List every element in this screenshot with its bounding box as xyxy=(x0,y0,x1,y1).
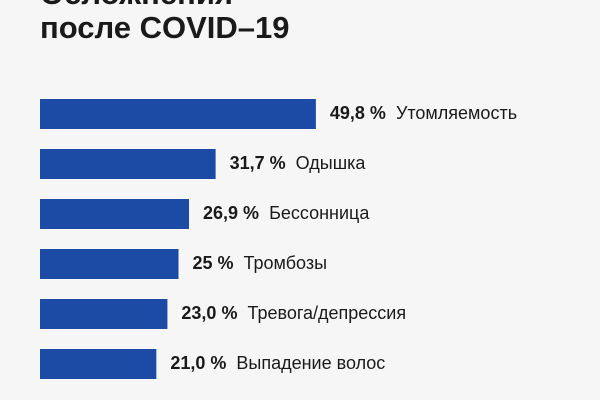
category-label: Утомляемость xyxy=(396,103,517,123)
bar xyxy=(40,199,190,229)
value-label: 21,0 % xyxy=(170,353,226,373)
value-label: 26,9 % xyxy=(203,203,259,223)
value-label: 23,0 % xyxy=(181,303,237,323)
category-label: Выпадение волос xyxy=(236,353,385,373)
value-label: 49,8 % xyxy=(330,103,386,123)
bar xyxy=(40,249,179,279)
value-label: 31,7 % xyxy=(230,153,286,173)
value-label: 25 % xyxy=(193,253,234,273)
chart-title: Осложнения xyxy=(40,0,233,11)
category-label: Одышка xyxy=(296,153,367,173)
bar xyxy=(40,99,316,129)
category-label: Тромбозы xyxy=(244,253,328,273)
category-label: Бессонница xyxy=(269,203,370,223)
category-label: Тревога/депрессия xyxy=(247,303,406,323)
chart-title: после COVID–19 xyxy=(40,10,290,45)
bar xyxy=(40,149,216,179)
bar xyxy=(40,349,157,379)
bar xyxy=(40,299,168,329)
